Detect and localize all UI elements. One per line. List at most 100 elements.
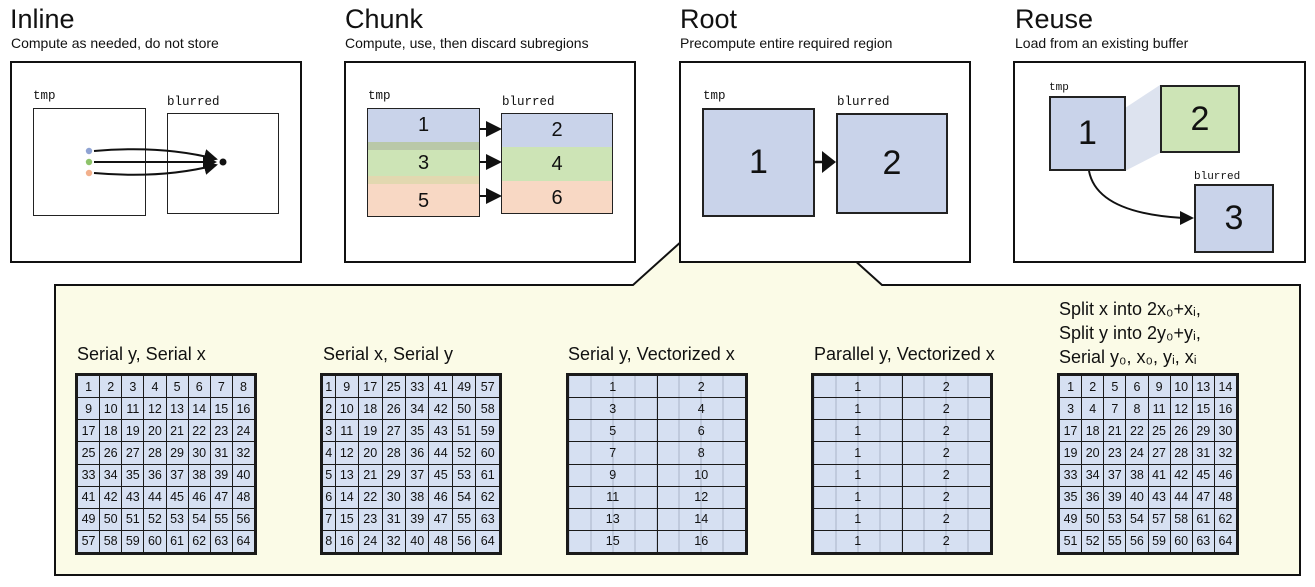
reuse-blurred-label: blurred bbox=[1194, 171, 1241, 183]
grid-row: 4 12 20 28 36 44 52 60 bbox=[322, 441, 500, 465]
grid-cell: 35 bbox=[121, 463, 145, 487]
grid-cell: 23 bbox=[1103, 441, 1127, 465]
grid-cell: 29 bbox=[381, 463, 406, 487]
grid-cell: 13 bbox=[568, 507, 658, 531]
chunk-tmp-strip-3: 3 bbox=[368, 150, 479, 177]
root-subtitle: Precompute entire required region bbox=[680, 35, 893, 51]
grid-cell: 42 bbox=[1169, 463, 1193, 487]
grid-cell: 48 bbox=[1213, 485, 1238, 509]
grid-cell: 14 bbox=[334, 485, 360, 509]
grid-row: 9 10 bbox=[568, 463, 746, 487]
grid-cell: 1 bbox=[322, 374, 336, 399]
grid-row: 15 16 bbox=[568, 529, 746, 554]
grid-cell: 2 bbox=[99, 374, 123, 399]
grid-cell: 1 bbox=[76, 374, 101, 399]
grid-cell: 1 bbox=[1058, 374, 1083, 399]
grid-cell: 11 bbox=[121, 397, 145, 421]
grid-cell: 49 bbox=[1058, 507, 1083, 531]
grid-cell: 59 bbox=[121, 529, 145, 554]
grid-cell: 2 bbox=[1081, 374, 1105, 399]
grid-cell: 57 bbox=[1147, 507, 1171, 531]
schedule-title-parallel-y-vectorized-x: Parallel y, Vectorized x bbox=[814, 344, 995, 364]
grid-cell: 33 bbox=[404, 374, 430, 399]
grid-cell: 23 bbox=[358, 507, 383, 531]
grid-cell: 38 bbox=[1125, 463, 1149, 487]
grid-row: 3 4 7 8 11 12 15 16 bbox=[1058, 397, 1238, 421]
chunk-tmp-label: tmp bbox=[368, 89, 391, 103]
grid-cell: 1 bbox=[568, 374, 658, 399]
grid-cell: 56 bbox=[451, 529, 477, 554]
grid-row: 9 10 11 12 13 14 15 16 bbox=[76, 397, 256, 421]
grid-row: 49 50 51 52 53 54 55 56 bbox=[76, 507, 256, 531]
grid-cell: 24 bbox=[231, 419, 256, 443]
grid-cell: 8 bbox=[656, 441, 746, 465]
grid-cell: 57 bbox=[475, 374, 500, 399]
grid-cell: 64 bbox=[475, 529, 500, 554]
grid-cell: 56 bbox=[231, 507, 256, 531]
grid-cell: 5 bbox=[1103, 374, 1127, 399]
grid-row: 7 15 23 31 39 47 55 63 bbox=[322, 507, 500, 531]
grid-cell: 36 bbox=[1081, 485, 1105, 509]
grid-cell: 39 bbox=[209, 463, 233, 487]
grid-cell: 13 bbox=[334, 463, 360, 487]
grid-cell: 4 bbox=[143, 374, 167, 399]
grid-cell: 1 bbox=[813, 374, 903, 399]
grid-cell: 16 bbox=[1213, 397, 1238, 421]
grid-cell: 15 bbox=[568, 529, 658, 554]
grid-cell: 64 bbox=[231, 529, 256, 554]
inline-blurred-box bbox=[167, 113, 279, 214]
grid-cell: 31 bbox=[381, 507, 406, 531]
grid-cell: 1 bbox=[813, 441, 903, 465]
grid-cell: 30 bbox=[381, 485, 406, 509]
grid-cell: 20 bbox=[1081, 441, 1105, 465]
grid-cell: 8 bbox=[231, 374, 256, 399]
grid-cell: 28 bbox=[1169, 441, 1193, 465]
grid-cell: 53 bbox=[1103, 507, 1127, 531]
grid-cell: 50 bbox=[99, 507, 123, 531]
grid-row: 6 14 22 30 38 46 54 62 bbox=[322, 485, 500, 509]
grid-cell: 62 bbox=[1213, 507, 1238, 531]
grid-cell: 10 bbox=[656, 463, 746, 487]
grid-cell: 10 bbox=[334, 397, 360, 421]
grid-cell: 42 bbox=[428, 397, 453, 421]
grid-cell: 3 bbox=[121, 374, 145, 399]
grid-cell: 13 bbox=[1191, 374, 1215, 399]
grid-cell: 61 bbox=[475, 463, 500, 487]
reuse-panel: tmp 1 2 blurred 3 bbox=[1013, 61, 1306, 263]
schedule-grid-2: 1 9 17 25 33 41 49 57 2 10 18 26 34 42 50 58 3 11 19 27 35 43… bbox=[320, 373, 502, 555]
grid-cell: 37 bbox=[404, 463, 430, 487]
grid-cell: 8 bbox=[1125, 397, 1149, 421]
grid-cell: 35 bbox=[1058, 485, 1083, 509]
grid-cell: 47 bbox=[209, 485, 233, 509]
grid-cell: 40 bbox=[1125, 485, 1149, 509]
grid-cell: 58 bbox=[1169, 507, 1193, 531]
grid-cell: 11 bbox=[334, 419, 360, 443]
inline-panel: tmp blurred bbox=[10, 61, 302, 263]
root-blurred-box: 2 bbox=[836, 113, 948, 214]
chunk-tmp-strip-5: 5 bbox=[368, 184, 479, 216]
grid-cell: 63 bbox=[475, 507, 500, 531]
grid-cell: 15 bbox=[1191, 397, 1215, 421]
grid-cell: 63 bbox=[209, 529, 233, 554]
grid-cell: 20 bbox=[358, 441, 383, 465]
grid-row: 49 50 53 54 57 58 61 62 bbox=[1058, 507, 1238, 531]
chunk-blurred-box: 2 4 6 bbox=[501, 113, 613, 214]
grid-cell: 30 bbox=[187, 441, 211, 465]
grid-cell: 55 bbox=[209, 507, 233, 531]
grid-cell: 45 bbox=[165, 485, 189, 509]
grid-cell: 7 bbox=[1103, 397, 1127, 421]
grid-cell: 21 bbox=[358, 463, 383, 487]
grid-cell: 25 bbox=[1147, 419, 1171, 443]
grid-cell: 2 bbox=[322, 397, 336, 421]
grid-cell: 17 bbox=[76, 419, 101, 443]
schedule-title-split-line-2: Split y into 2y₀+yᵢ, bbox=[1059, 323, 1201, 343]
grid-cell: 59 bbox=[1147, 529, 1171, 554]
grid-cell: 15 bbox=[209, 397, 233, 421]
grid-cell: 54 bbox=[187, 507, 211, 531]
root-tmp-box: 1 bbox=[702, 108, 815, 217]
grid-cell: 44 bbox=[428, 441, 453, 465]
